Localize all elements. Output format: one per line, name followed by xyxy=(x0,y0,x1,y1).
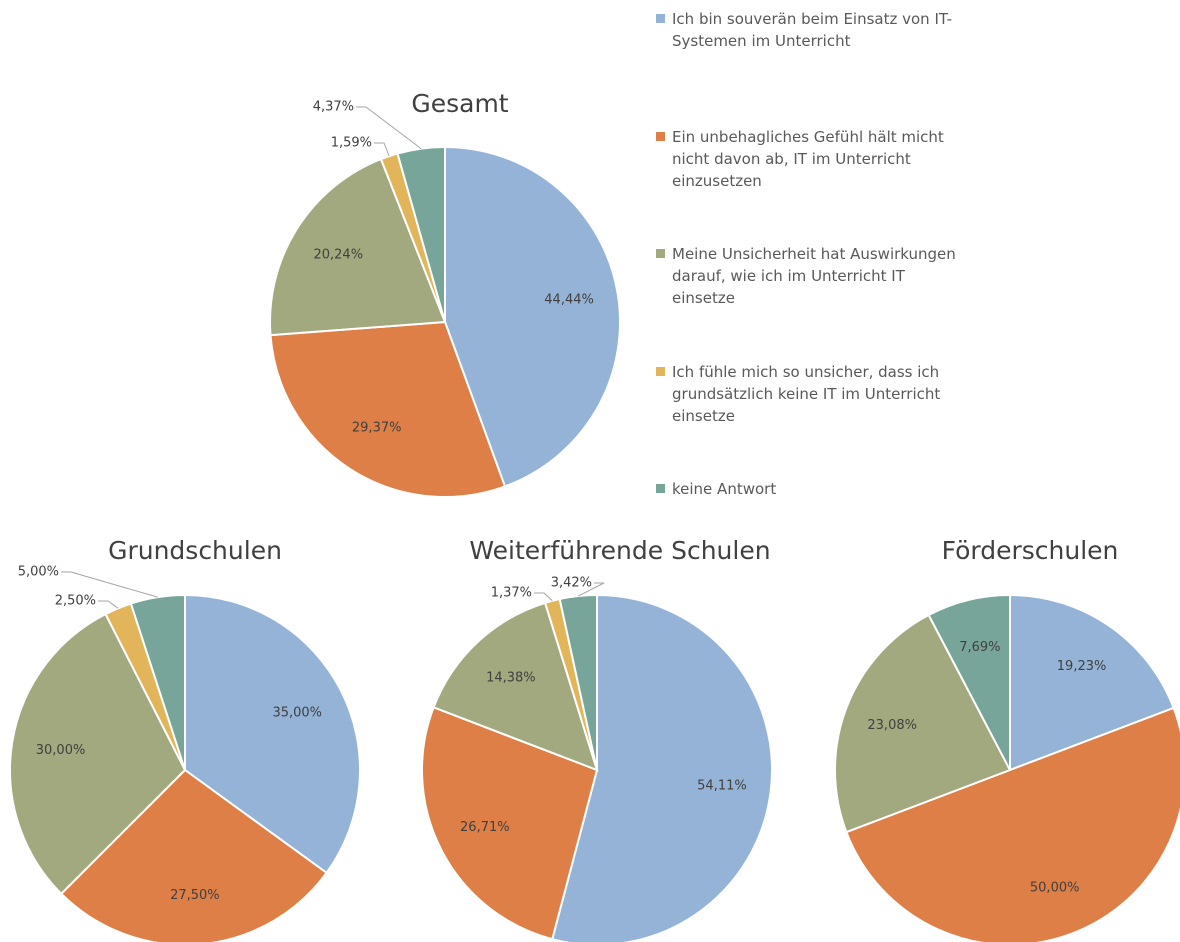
pie-slice xyxy=(421,706,599,941)
data-label: 44,44% xyxy=(544,293,594,308)
pie-slice xyxy=(551,593,773,942)
pie-slice xyxy=(396,145,446,323)
data-label: 14,38% xyxy=(486,671,536,686)
data-label: 4,37% xyxy=(313,100,354,115)
pie-slice xyxy=(184,593,361,875)
data-label: 5,00% xyxy=(18,565,59,580)
legend-label: Meine Unsicherheit hat Auswirkungen dara… xyxy=(672,245,956,307)
legend-item: Ich bin souverän beim Einsatz von IT-Sys… xyxy=(656,8,956,126)
legend-item: Ich fühle mich so unsicher, dass ich gru… xyxy=(656,361,956,479)
legend-item: Ein unbehagliches Gefühl hält micht nich… xyxy=(656,126,956,244)
chart-title: Grundschulen xyxy=(108,536,282,565)
data-label: 7,69% xyxy=(959,640,1000,655)
data-label: 26,71% xyxy=(460,820,510,835)
pie-slice xyxy=(834,613,1012,834)
legend-label: Ein unbehagliches Gefühl hält micht nich… xyxy=(672,127,944,190)
legend-item: keine Antwort xyxy=(656,478,956,596)
data-label: 19,23% xyxy=(1057,659,1107,674)
pie-slice xyxy=(129,593,186,771)
data-label: 27,50% xyxy=(170,888,220,903)
pie-slice xyxy=(9,612,187,896)
pie-slice xyxy=(1009,593,1175,772)
legend-swatch xyxy=(656,249,665,258)
legend-swatch xyxy=(656,366,665,376)
legend-item: Meine Unsicherheit hat Auswirkungen dara… xyxy=(656,243,956,361)
pie-slice xyxy=(927,593,1011,771)
data-label: 30,00% xyxy=(36,743,86,758)
pie-slice xyxy=(558,593,598,771)
data-label: 1,59% xyxy=(331,136,372,151)
pie-slice xyxy=(59,768,328,942)
legend: Ich bin souverän beim Einsatz von IT-Sys… xyxy=(656,8,956,596)
legend-label: keine Antwort xyxy=(672,480,777,498)
leader-line xyxy=(374,142,390,157)
data-label: 3,42% xyxy=(551,576,592,591)
data-label: 50,00% xyxy=(1030,880,1080,895)
leader-line xyxy=(61,571,158,598)
leader-line xyxy=(356,106,422,150)
pie-slice xyxy=(845,706,1180,942)
pie-slice xyxy=(444,145,621,488)
chart-title: Förderschulen xyxy=(942,536,1119,565)
data-label: 2,50% xyxy=(55,594,96,609)
data-label: 35,00% xyxy=(272,705,322,720)
chart-title: Weiterführende Schulen xyxy=(469,536,770,565)
legend-swatch xyxy=(656,131,665,141)
data-label: 54,11% xyxy=(697,779,747,794)
leader-line xyxy=(534,592,553,602)
data-label: 1,37% xyxy=(491,586,532,601)
data-label: 20,24% xyxy=(313,248,363,263)
legend-label: Ich bin souverän beim Einsatz von IT-Sys… xyxy=(672,10,953,50)
leader-line xyxy=(98,600,119,609)
pie-slice xyxy=(432,601,599,772)
chart-title: Gesamt xyxy=(411,89,508,118)
data-label: 23,08% xyxy=(867,718,917,733)
legend-swatch xyxy=(656,484,665,493)
legend-label: Ich fühle mich so unsicher, dass ich gru… xyxy=(672,362,941,425)
legend-swatch xyxy=(656,14,665,23)
pie-slice xyxy=(269,157,447,337)
pie-slice xyxy=(269,320,507,498)
data-label: 29,37% xyxy=(352,420,402,435)
leader-line xyxy=(578,582,605,597)
